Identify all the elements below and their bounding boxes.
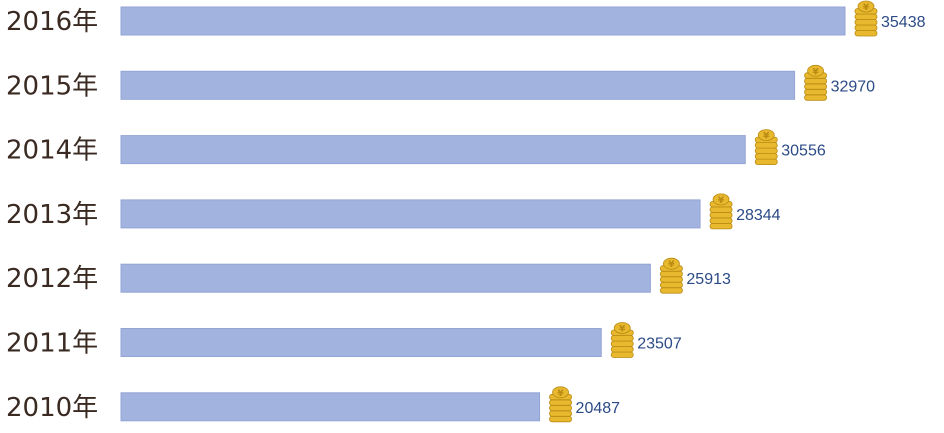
value-label: 20487 (576, 400, 621, 417)
svg-text:¥: ¥ (812, 67, 819, 77)
svg-text:¥: ¥ (863, 3, 870, 13)
bar (120, 328, 602, 357)
bar (120, 70, 796, 100)
coin-stack-icon: ¥ (804, 64, 827, 101)
coin-stack-icon: ¥ (660, 257, 683, 294)
year-label: 2013年 (6, 200, 98, 230)
svg-text:¥: ¥ (619, 325, 626, 335)
coin-stack-icon: ¥ (709, 193, 733, 230)
value-label: 35438 (881, 14, 926, 31)
coin-stack-icon: ¥ (754, 129, 778, 166)
bar (120, 263, 651, 293)
bar-row: 2016年 ¥35438 (6, 0, 926, 37)
svg-text:¥: ¥ (557, 389, 564, 399)
value-label: 23507 (637, 336, 682, 353)
bar (120, 6, 846, 36)
value-label: 32970 (831, 78, 876, 95)
year-label: 2016年 (6, 7, 98, 37)
svg-text:¥: ¥ (763, 132, 770, 142)
svg-text:¥: ¥ (668, 260, 675, 270)
bar-row: 2013年 ¥28344 (6, 193, 781, 230)
bar-row: 2010年 ¥20487 (6, 386, 621, 423)
value-label: 28344 (736, 207, 781, 224)
bar-row: 2011年 ¥23507 (6, 322, 682, 359)
value-label: 25913 (686, 271, 731, 288)
coin-stack-icon: ¥ (549, 386, 572, 423)
bar (120, 135, 746, 165)
bar (120, 392, 541, 422)
year-label: 2011年 (6, 329, 98, 359)
bar-row: 2012年 ¥25913 (6, 257, 731, 294)
bar-row: 2015年 ¥32970 (6, 64, 876, 101)
coin-stack-icon: ¥ (854, 0, 878, 37)
coin-stack-icon: ¥ (610, 322, 634, 358)
year-label: 2014年 (6, 136, 98, 166)
year-label: 2012年 (6, 264, 98, 294)
value-label: 30556 (781, 143, 826, 160)
year-label: 2015年 (6, 71, 98, 101)
bar (120, 199, 701, 229)
year-label: 2010年 (6, 393, 98, 423)
svg-text:¥: ¥ (718, 196, 725, 206)
bar-row: 2014年 ¥30556 (6, 129, 826, 166)
